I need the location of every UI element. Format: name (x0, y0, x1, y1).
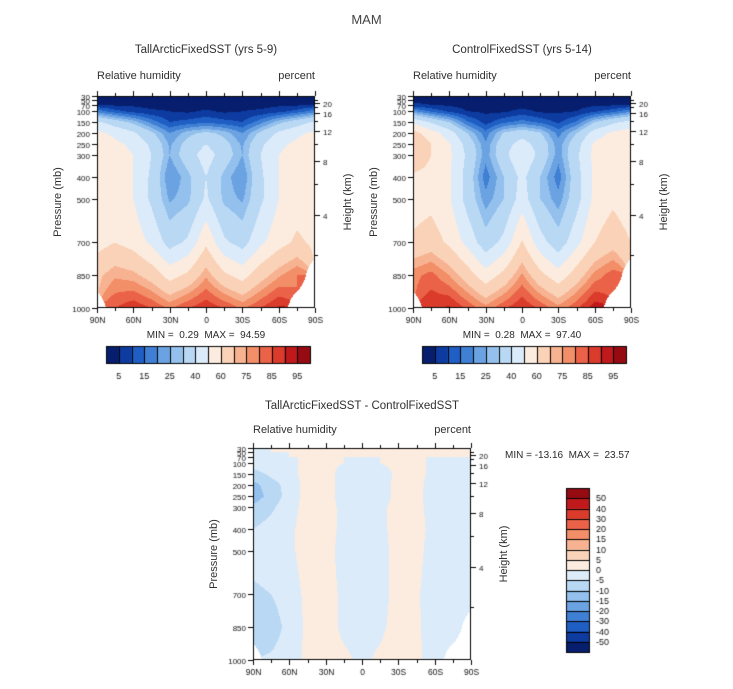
figure-title: MAM (351, 12, 382, 27)
control-subtitle-row: Relative humidity percent (413, 70, 631, 82)
diff-field-label: Relative humidity (253, 424, 337, 436)
tall-pressure-axis-label: Pressure (mb) (52, 167, 64, 237)
diff-colorbar (562, 478, 632, 668)
control-minmax: MIN = 0.28 MAX = 97.40 (462, 330, 582, 341)
tall-units-label: percent (278, 70, 315, 82)
diff-plot (219, 440, 499, 682)
diff-height-axis-label: Height (km) (498, 525, 510, 583)
control-units-label: percent (594, 70, 631, 82)
diff-panel-title: TallArcticFixedSST - ControlFixedSST (264, 400, 460, 412)
tall-subtitle-row: Relative humidity percent (97, 70, 315, 82)
tall-minmax: MIN = 0.29 MAX = 94.59 (146, 330, 266, 341)
diff-pressure-axis-label: Pressure (mb) (208, 519, 220, 589)
control-field-label: Relative humidity (413, 70, 497, 82)
control-plot (379, 88, 659, 330)
tall-height-axis-label: Height (km) (342, 173, 354, 231)
tall-colorbar (96, 340, 320, 386)
tall-plot (63, 88, 343, 330)
diff-units-label: percent (434, 424, 471, 436)
control-panel-title: ControlFixedSST (yrs 5-14) (452, 44, 592, 56)
control-pressure-axis-label: Pressure (mb) (368, 167, 380, 237)
diff-minmax: MIN = -13.16 MAX = 23.57 (505, 450, 630, 461)
control-colorbar (412, 340, 636, 386)
tall-field-label: Relative humidity (97, 70, 181, 82)
diff-subtitle-row: Relative humidity percent (253, 424, 471, 436)
tall-panel-title: TallArcticFixedSST (yrs 5-9) (134, 44, 278, 56)
control-height-axis-label: Height (km) (658, 173, 670, 231)
